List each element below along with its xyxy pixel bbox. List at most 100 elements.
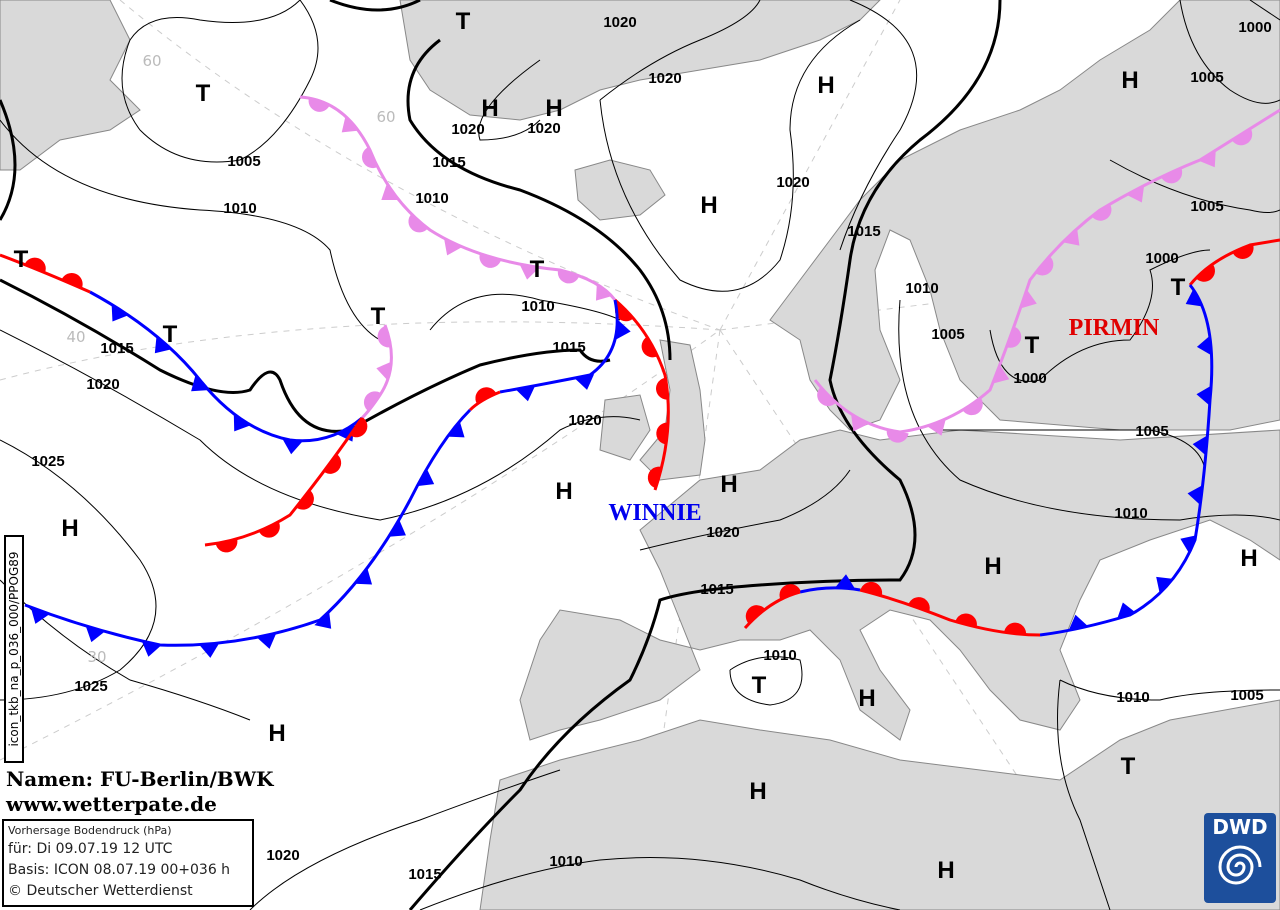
- cold-front-symbol: [835, 574, 856, 589]
- warm-front-symbol: [962, 397, 983, 416]
- isobar-line: [0, 439, 157, 701]
- info-basis: Basis: ICON 08.07.19 00+036 h: [8, 862, 231, 878]
- cold-front-symbol: [1156, 576, 1174, 594]
- front-line: [0, 253, 91, 294]
- warm-front-symbol: [350, 417, 368, 438]
- warm-front-symbol: [886, 429, 909, 443]
- cold-front-symbol: [595, 283, 613, 301]
- cold-front-symbol: [1185, 288, 1203, 307]
- front-line: [813, 108, 1280, 434]
- isobar-line: [419, 857, 901, 910]
- warm-front-symbol: [1195, 263, 1215, 282]
- name-credit: Namen: FU-Berlin/BWK www.wetterpate.de: [6, 767, 274, 817]
- warm-front-symbol: [860, 581, 883, 596]
- isobar-label: 1010: [521, 298, 554, 315]
- isobar-line: [839, 0, 918, 251]
- info-valid-time: für: Di 09.07.19 12 UTC: [8, 841, 173, 857]
- cold-front-symbol: [30, 607, 50, 624]
- fronts: [0, 95, 1280, 658]
- warm-front-symbol: [656, 422, 669, 445]
- grid-line: [119, 0, 721, 331]
- high-pressure-center: H: [555, 478, 572, 505]
- cold-front-symbol: [851, 414, 869, 432]
- warm-front-symbol: [475, 387, 497, 404]
- warm-front-symbol: [377, 325, 392, 348]
- cold-front-symbol: [111, 304, 129, 322]
- cold-front-symbol: [992, 364, 1010, 384]
- isobar-label: 1020: [527, 120, 560, 137]
- isobar-label: 1020: [706, 524, 739, 541]
- isobar-label: 1010: [549, 853, 582, 870]
- high-pressure-center: H: [545, 95, 562, 122]
- high-pressure-center: H: [817, 72, 834, 99]
- isobar-line: [898, 299, 1280, 521]
- ireland: [599, 394, 651, 461]
- isobar-label: 1015: [408, 866, 441, 883]
- forecast-info-box: Vorhersage Bodendruck (hPa) für: Di 09.0…: [2, 819, 254, 907]
- isobar-label: 1005: [1190, 69, 1223, 86]
- warm-front-symbol: [1004, 622, 1026, 635]
- warm-front-symbol: [817, 387, 836, 407]
- warm-front-symbol: [61, 273, 83, 289]
- cold-front-symbol: [141, 640, 162, 657]
- isobar-line: [429, 293, 621, 331]
- cold-front-symbol: [1062, 228, 1080, 246]
- isobar-label: 1025: [74, 678, 107, 695]
- isobar-line: [599, 19, 861, 292]
- latitude-label: 40: [66, 328, 85, 346]
- high-pressure-center: H: [268, 720, 285, 747]
- isobar-label: 1000: [1145, 250, 1178, 267]
- front-line: [89, 290, 363, 443]
- isobar-label: 1005: [931, 326, 964, 343]
- low-pressure-center: T: [1025, 332, 1040, 359]
- isobar-line: [0, 329, 641, 521]
- high-pressure-center: H: [61, 515, 78, 542]
- cold-front-symbol: [256, 633, 277, 649]
- isobar-line: [989, 249, 1211, 382]
- cold-front-symbol: [444, 238, 463, 256]
- front-line: [24, 408, 472, 647]
- warm-front-symbol: [745, 605, 765, 624]
- isobar-label: 1015: [847, 223, 880, 240]
- names-credit-text: Namen: FU-Berlin/BWK: [6, 767, 274, 791]
- isobar-label: 1020: [603, 14, 636, 31]
- latitude-label: 60: [376, 108, 395, 126]
- isobar-label: 1015: [700, 581, 733, 598]
- product-code: icon_tkb_na_p_036_000/PPOG89: [7, 551, 21, 747]
- isobar-label: 1015: [552, 339, 585, 356]
- cold-front-symbol: [199, 643, 220, 658]
- warm-front-symbol: [656, 377, 669, 400]
- cold-front-symbol: [1117, 602, 1137, 619]
- warm-front-symbol: [1232, 243, 1254, 259]
- isobar-line-1015: [0, 99, 17, 221]
- website-link[interactable]: www.wetterpate.de: [6, 792, 217, 816]
- warm-front-symbol: [557, 269, 580, 284]
- isobar-label: 1010: [905, 280, 938, 297]
- cold-front-symbol: [1068, 614, 1089, 631]
- low-pressure-center: T: [530, 256, 545, 283]
- warm-front-symbol: [614, 302, 634, 322]
- cold-front-symbol: [381, 183, 399, 201]
- cold-front-symbol: [1020, 289, 1037, 309]
- isobar-line: [1057, 679, 1111, 910]
- warm-front-symbol: [215, 539, 238, 553]
- cold-front-symbol: [447, 420, 465, 438]
- low-pressure-center: T: [1171, 274, 1186, 301]
- front-line: [743, 590, 801, 629]
- high-pressure-center: H: [749, 778, 766, 805]
- map-labels: 1020 1020 1020 1020 1005 1010 1015 1010 1010 1015…: [14, 8, 1272, 884]
- isobar-label: 1020: [451, 121, 484, 138]
- front-line: [468, 390, 501, 412]
- cold-front-symbol: [282, 439, 303, 455]
- low-pressure-center: T: [196, 80, 211, 107]
- cold-front-symbol: [519, 264, 540, 280]
- isobar-line: [729, 656, 803, 706]
- cold-front-symbol: [574, 374, 595, 390]
- warm-front-symbol: [258, 521, 280, 538]
- cold-front-symbol: [85, 625, 105, 643]
- cold-front-symbol: [1187, 485, 1203, 506]
- isobar-label: 1010: [763, 647, 796, 664]
- isobar-label: 1020: [568, 412, 601, 429]
